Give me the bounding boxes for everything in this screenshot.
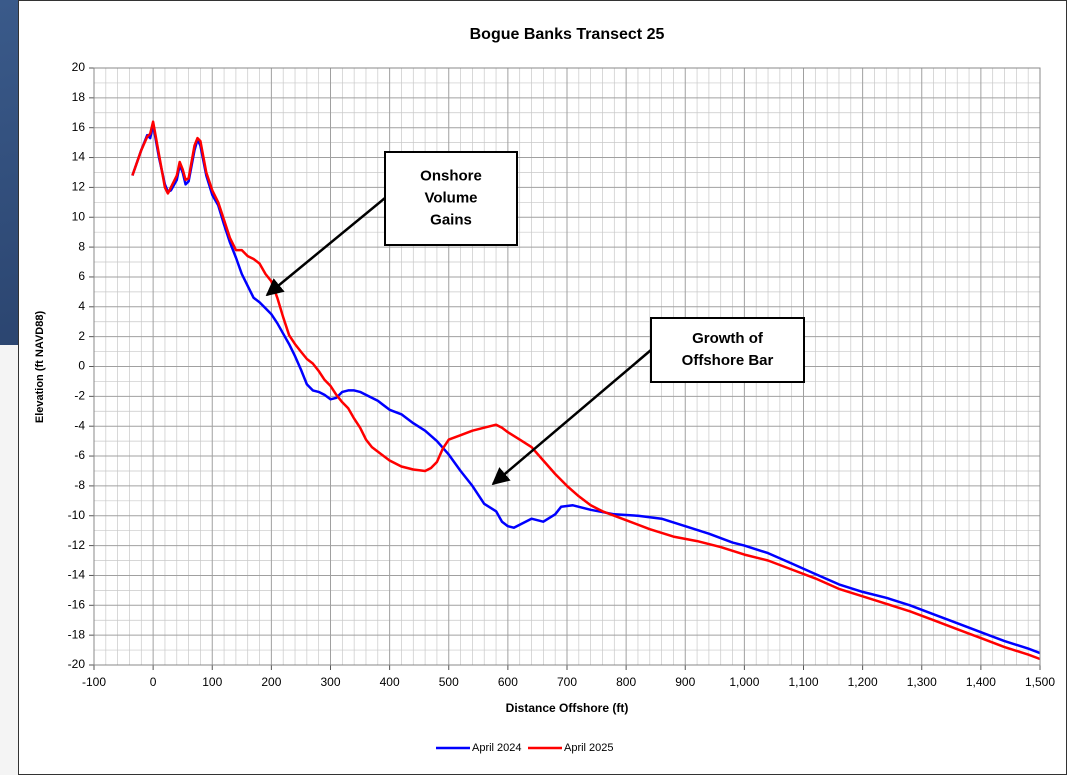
y-tick-label: 20: [72, 60, 86, 74]
chart-frame: [19, 1, 1067, 775]
spreadsheet-strip: [0, 345, 20, 775]
y-tick-label: 2: [78, 329, 85, 343]
legend-label: April 2024: [472, 742, 522, 754]
chart-title: Bogue Banks Transect 25: [470, 26, 665, 43]
x-tick-label: 0: [150, 675, 157, 689]
x-tick-label: 800: [616, 675, 636, 689]
y-tick-label: 16: [72, 120, 86, 134]
x-tick-label: 200: [261, 675, 281, 689]
x-tick-label: 1,400: [966, 675, 996, 689]
y-tick-label: 18: [72, 90, 86, 104]
y-tick-label: -18: [68, 627, 86, 641]
x-axis-label: Distance Offshore (ft): [506, 701, 629, 715]
y-tick-label: -12: [68, 538, 86, 552]
chart: Bogue Banks Transect 25 Distance Offshor…: [0, 0, 1067, 775]
y-tick-label: 10: [72, 209, 86, 223]
y-tick-label: 4: [78, 299, 85, 313]
annotation-text: Volume: [424, 189, 477, 206]
x-tick-label: 700: [557, 675, 577, 689]
annotation-text: Offshore Bar: [682, 352, 774, 369]
legend-label: April 2025: [564, 742, 614, 754]
y-tick-label: 12: [72, 180, 86, 194]
y-tick-label: 14: [72, 150, 86, 164]
x-tick-label: 1,300: [907, 675, 937, 689]
y-tick-label: -2: [74, 389, 85, 403]
x-tick-label: 900: [675, 675, 695, 689]
y-tick-label: -4: [74, 418, 85, 432]
y-tick-label: 8: [78, 239, 85, 253]
y-axis-label: Elevation (ft NAVD88): [34, 311, 46, 424]
x-tick-label: 100: [202, 675, 222, 689]
annotation-text: Gains: [430, 211, 472, 228]
y-tick-label: 6: [78, 269, 85, 283]
annotation-text: Onshore: [420, 167, 482, 184]
x-tick-label: 600: [498, 675, 518, 689]
y-tick-label: -20: [68, 657, 86, 671]
x-tick-label: 300: [320, 675, 340, 689]
y-tick-label: -6: [74, 448, 85, 462]
x-tick-label: 500: [439, 675, 459, 689]
x-tick-label: 1,100: [788, 675, 818, 689]
x-tick-label: 400: [380, 675, 400, 689]
annotation-text: Growth of: [692, 330, 764, 347]
y-tick-label: -10: [68, 508, 86, 522]
y-tick-label: -16: [68, 597, 86, 611]
annotation-box: [651, 318, 804, 382]
x-tick-label: 1,500: [1025, 675, 1055, 689]
x-tick-label: 1,200: [848, 675, 878, 689]
x-tick-label: 1,000: [729, 675, 759, 689]
page: Bogue Banks Transect 25 Distance Offshor…: [0, 0, 1067, 775]
y-tick-label: -8: [74, 478, 85, 492]
y-tick-label: 0: [78, 359, 85, 373]
y-tick-label: -14: [68, 568, 86, 582]
x-tick-label: -100: [82, 675, 106, 689]
